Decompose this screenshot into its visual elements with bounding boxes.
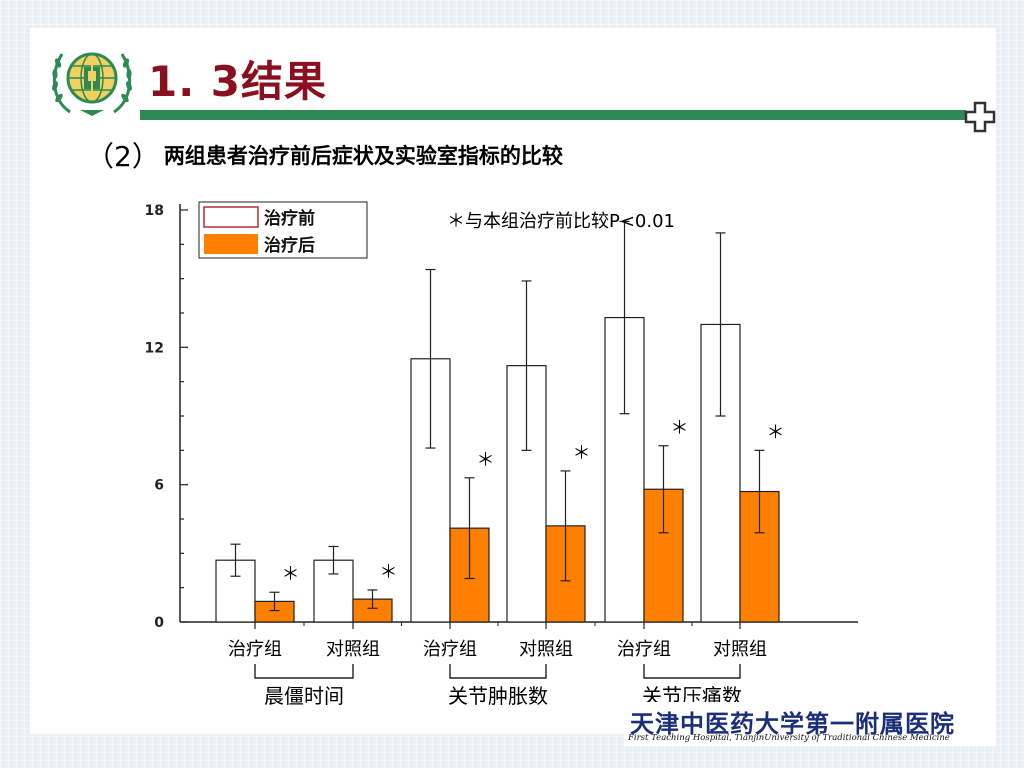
hospital-name-en: First Teaching Hospital, TianjinUniversi… <box>628 733 950 743</box>
hospital-footer-logo: 天津中医药大学第一附属医院 First Teaching Hospital, T… <box>624 702 996 746</box>
group-label: 晨僵时间 <box>264 684 344 708</box>
group-bracket <box>449 664 547 679</box>
significance-mark: ＊ <box>380 562 398 583</box>
significance-mark: ＊ <box>573 443 591 464</box>
y-tick-label: 6 <box>154 478 164 494</box>
legend-swatch-before <box>203 206 259 228</box>
chart-note: ＊与本组治疗前比较P<0.01 <box>447 211 675 232</box>
title-rule <box>140 110 966 120</box>
x-category-label: 对照组 <box>326 639 380 660</box>
significance-mark: ＊ <box>282 564 300 585</box>
group-bracket <box>254 664 354 679</box>
page-title: 1. 3结果 <box>148 57 328 106</box>
y-tick-label: 18 <box>145 203 164 219</box>
significance-mark: ＊ <box>671 418 689 439</box>
section-subtitle: （2） 两组患者治疗前后症状及实验室指标的比较 <box>86 135 563 175</box>
legend-label-after: 治疗后 <box>264 235 315 256</box>
x-category-label: 对照组 <box>519 639 573 660</box>
y-tick-label: 12 <box>145 340 164 356</box>
x-category-label: 对照组 <box>713 639 767 660</box>
legend-swatch-after <box>204 234 258 254</box>
hospital-name: 天津中医药大学第一附属医院 <box>630 710 955 738</box>
x-category-label: 治疗组 <box>228 639 282 660</box>
corner-cross-icon <box>964 101 996 133</box>
significance-mark: ＊ <box>477 450 495 471</box>
subtitle-text: 两组患者治疗前后症状及实验室指标的比较 <box>163 144 563 168</box>
legend-label-before: 治疗前 <box>264 208 315 229</box>
y-tick-label: 0 <box>154 615 164 631</box>
group-bracket <box>643 664 741 679</box>
x-category-label: 治疗组 <box>617 639 671 660</box>
significance-mark: ＊ <box>767 422 785 443</box>
x-category-label: 治疗组 <box>423 639 477 660</box>
hospital-logo-icon <box>52 52 132 116</box>
group-label: 关节肿胀数 <box>448 684 548 708</box>
subtitle-number: （2） <box>86 140 160 173</box>
chart-legend: 治疗前 治疗后 <box>198 201 368 259</box>
